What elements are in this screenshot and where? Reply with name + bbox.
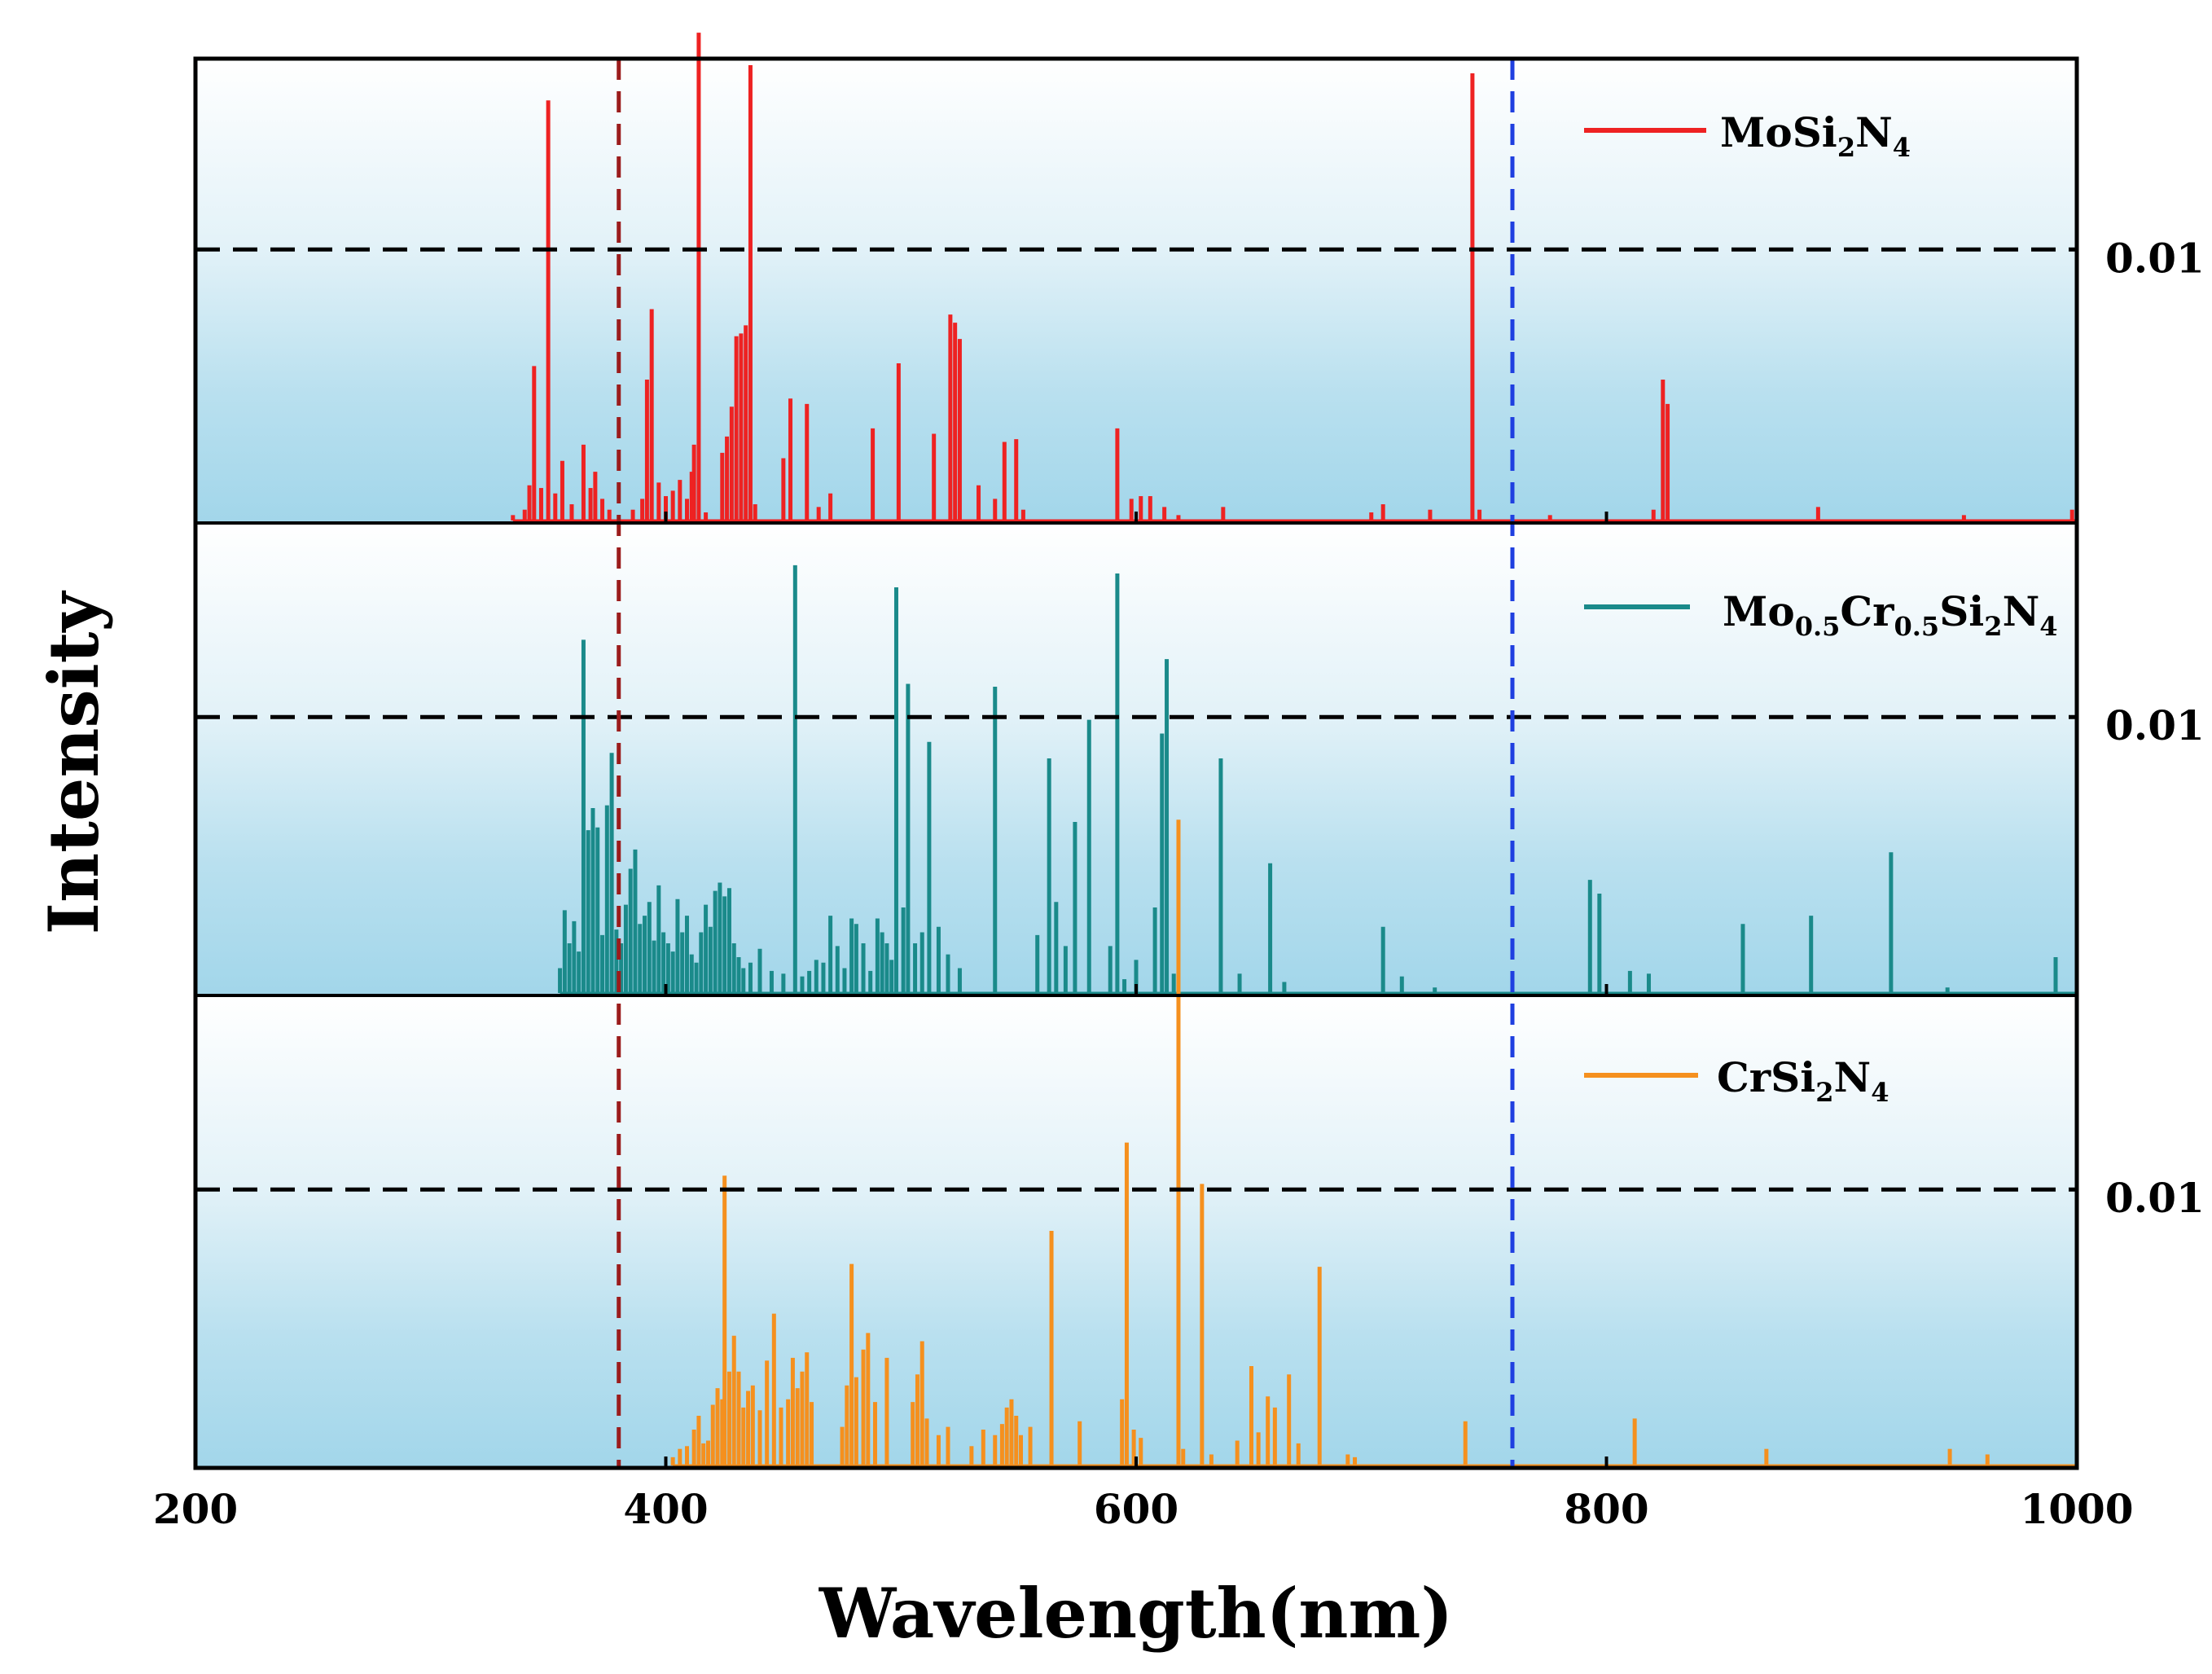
legend-crsi2n4: CrSi2N4 (1584, 1053, 1889, 1108)
reference-label: 0.01 (2105, 701, 2205, 749)
spectrum-bars (511, 33, 2077, 1467)
legend-label-crsi2n4: CrSi2N4 (1717, 1053, 1889, 1108)
x-axis-label: Wavelength(nm) (819, 1573, 1453, 1654)
x-tick-label: 800 (1564, 1485, 1648, 1533)
panel-backgrounds (195, 59, 2077, 1468)
x-tick-label: 200 (153, 1485, 238, 1533)
x-tick-label: 1000 (2020, 1485, 2133, 1533)
legend-mosi2n4: MoSi2N4 (1584, 108, 1911, 163)
x-axis-ticks (664, 512, 1609, 1468)
x-axis-tick-labels: 200 400 600 800 1000 (153, 1485, 2134, 1533)
reference-label: 0.01 (2105, 1174, 2205, 1222)
x-tick-label: 600 (1094, 1485, 1178, 1533)
panel-background-crsi2n4 (195, 995, 2077, 1468)
panel-background-mocrsi2n4 (195, 523, 2077, 995)
wavelength-markers (617, 59, 1515, 1468)
reference-label: 0.01 (2105, 234, 2205, 282)
y-axis-label: Intensity (33, 591, 114, 935)
panel-background-mosi2n4 (195, 59, 2077, 523)
reference-labels: 0.01 0.01 0.01 (2105, 234, 2205, 1222)
x-tick-label: 400 (623, 1485, 708, 1533)
legend-label-mocrsi2n4: Mo0.5Cr0.5Si2N4 (1723, 587, 2058, 642)
legend-mocrsi2n4: Mo0.5Cr0.5Si2N4 (1584, 587, 2058, 642)
reference-lines (195, 247, 2077, 1192)
legend-label-mosi2n4: MoSi2N4 (1720, 108, 1911, 163)
